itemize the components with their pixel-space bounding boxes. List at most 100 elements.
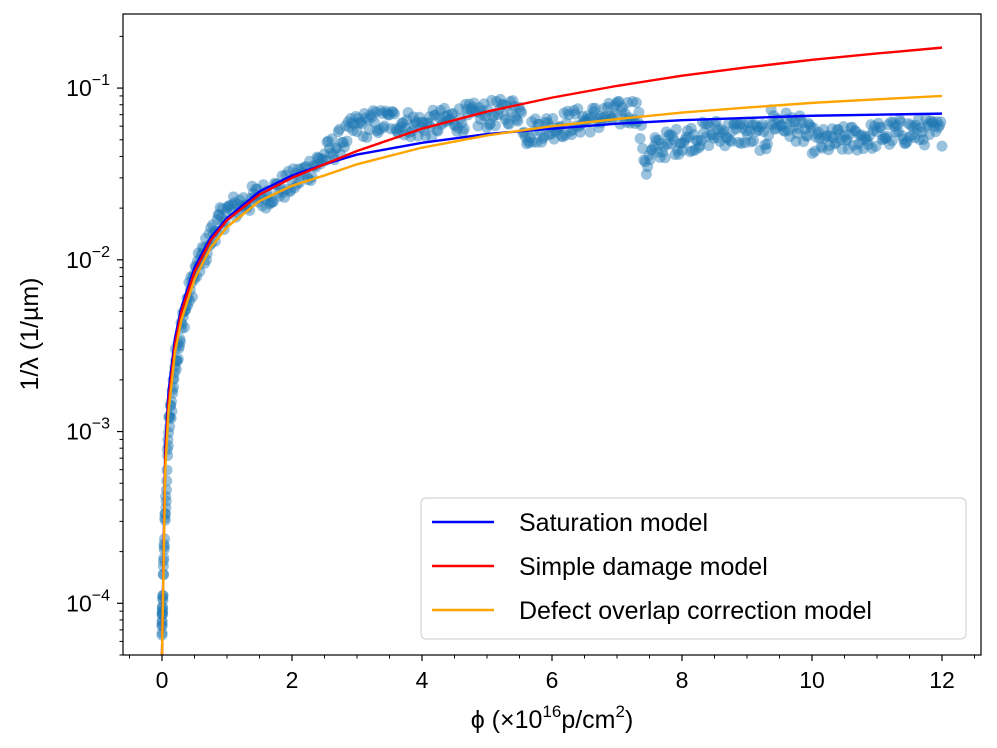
scatter-point: [869, 120, 881, 132]
scatter-point: [521, 138, 533, 150]
scatter-point: [750, 125, 762, 137]
scatter-point: [413, 111, 425, 123]
scatter-point: [362, 114, 374, 126]
scatter-point: [265, 197, 277, 209]
scatter-point: [678, 137, 690, 149]
scatter-point: [483, 119, 495, 131]
scatter-point: [547, 113, 559, 125]
scatter-point: [799, 123, 811, 135]
scatter-point: [337, 136, 349, 148]
scatter-point: [759, 139, 771, 151]
scatter-point: [161, 475, 173, 487]
scatter-point: [341, 135, 353, 147]
scatter-point: [817, 123, 829, 135]
scatter-point: [909, 132, 921, 144]
scatter-point: [412, 130, 424, 142]
scatter-point: [649, 132, 661, 144]
scatter-point: [178, 321, 190, 333]
scatter-point: [282, 165, 294, 177]
scatter-point: [814, 132, 826, 144]
scatter-point: [332, 126, 344, 138]
scatter-point: [718, 125, 730, 137]
scatter-point: [866, 142, 878, 154]
scatter-point: [927, 116, 939, 128]
scatter-point: [688, 129, 700, 141]
scatter-point: [395, 121, 407, 133]
y-axis-label: 1/λ (1/µm): [16, 277, 44, 390]
scatter-point: [655, 137, 667, 149]
scatter-point: [431, 124, 443, 136]
scatter-point: [538, 130, 550, 142]
scatter-point: [326, 133, 338, 145]
scatter-point: [452, 122, 464, 134]
scatter-point: [630, 97, 642, 109]
scatter-point: [871, 126, 883, 138]
scatter-point: [376, 107, 388, 119]
x-tick-label: 4: [416, 667, 429, 693]
scatter-point: [731, 117, 743, 129]
y-axis-ticks: 10−1 10−2 10−3 10−4: [66, 35, 123, 656]
scatter-point: [448, 119, 460, 131]
scatter-point: [698, 127, 710, 139]
scatter-point: [810, 131, 822, 143]
scatter-point: [511, 114, 523, 126]
scatter-point: [484, 118, 496, 130]
scatter-point: [755, 121, 767, 133]
scatter-point: [411, 117, 423, 129]
scatter-point: [753, 124, 765, 136]
scatter-point: [669, 149, 681, 160]
scatter-point: [523, 137, 535, 149]
scatter-point: [346, 117, 358, 129]
scatter-point: [453, 103, 465, 115]
scatter-point: [373, 124, 385, 136]
scatter-point: [226, 199, 238, 211]
scatter-point: [577, 110, 589, 122]
scatter-point: [211, 213, 223, 225]
x-tick-label: 2: [286, 667, 299, 693]
scatter-point: [633, 106, 645, 118]
scatter-point: [915, 122, 927, 134]
scatter-point: [902, 117, 914, 129]
scatter-point: [754, 145, 766, 157]
scatter-point: [246, 180, 258, 192]
scatter-point: [920, 113, 932, 125]
scatter-point: [864, 130, 876, 142]
scatter-point: [784, 131, 796, 143]
scatter-point: [237, 192, 249, 204]
scatter-point: [569, 108, 581, 120]
scatter-point: [317, 153, 329, 165]
scatter-point: [638, 154, 650, 166]
scatter-point: [690, 135, 702, 147]
scatter-point: [842, 143, 854, 155]
scatter-point: [679, 134, 691, 146]
scatter-point: [775, 119, 787, 131]
scatter-point: [598, 103, 610, 115]
scatter-point: [207, 219, 219, 231]
scatter-point: [889, 121, 901, 133]
scatter-point: [582, 110, 594, 122]
scatter-point: [466, 105, 478, 117]
scatter-point: [884, 138, 896, 150]
scatter-point: [896, 130, 908, 142]
scatter-point: [587, 102, 599, 114]
scatter-point: [834, 128, 846, 140]
scatter-point: [612, 96, 624, 108]
scatter-point: [639, 156, 651, 168]
scatter-point: [675, 137, 687, 149]
scatter-point: [574, 126, 586, 138]
scatter-point: [531, 136, 543, 148]
scatter-point: [428, 109, 440, 121]
scatter-point: [789, 116, 801, 128]
scatter-point: [856, 134, 868, 146]
scatter-point: [363, 124, 375, 136]
scatter-point: [882, 119, 894, 131]
scatter-point: [474, 114, 486, 126]
scatter-point: [391, 125, 403, 137]
scatter-point: [400, 122, 412, 134]
scatter-point: [568, 105, 580, 117]
scatter-point: [377, 122, 389, 134]
scatter-point: [680, 131, 692, 143]
scatter-point: [212, 209, 224, 221]
scatter-point: [766, 119, 778, 131]
scatter-point: [912, 113, 924, 125]
